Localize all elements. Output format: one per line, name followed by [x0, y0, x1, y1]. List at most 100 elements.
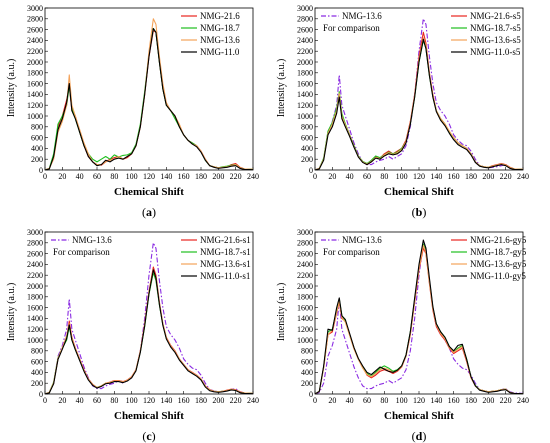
- series-group: [45, 18, 253, 170]
- y-tick-label: 2600: [27, 25, 43, 34]
- y-tick-label: 400: [301, 368, 313, 377]
- legend-entry-comparison: NMG-13.6: [72, 235, 112, 245]
- y-tick-label: 800: [301, 347, 313, 356]
- legend-entry: NMG-21.6-gy5: [470, 235, 527, 245]
- y-tick-label: 1000: [297, 112, 313, 121]
- legend-entry: NMG-21.6: [200, 11, 240, 21]
- x-tick-label: 80: [380, 172, 388, 181]
- y-tick-label: 600: [301, 133, 313, 142]
- panel-label-a: (a): [142, 205, 156, 219]
- x-tick-label: 60: [363, 396, 371, 405]
- panel-label-b: (b): [412, 205, 427, 219]
- ylabel-d: Intensity (a.u.): [276, 283, 287, 342]
- x-tick-label: 20: [328, 172, 336, 181]
- y-tick-label: 800: [301, 123, 313, 132]
- x-tick-label: 60: [93, 172, 101, 181]
- y-tick-label: 2800: [297, 239, 313, 248]
- y-tick-label: 1800: [297, 293, 313, 302]
- panel-b: 0 20 40 60 80 100 120 140 160 180 200 220 2400200400…: [276, 4, 529, 219]
- y-tick-label: 3000: [297, 228, 313, 237]
- ylabel-b: Intensity (a.u.): [276, 59, 287, 118]
- x-tick-label: 0: [313, 396, 317, 405]
- xlabel-c: Chemical Shift: [114, 410, 184, 422]
- panel-label-d: (d): [412, 429, 427, 443]
- x-tick-label: 240: [247, 172, 259, 181]
- comparison-note: For comparison: [323, 23, 380, 33]
- y-tick-label: 2400: [27, 36, 43, 45]
- y-tick-label: 400: [301, 144, 313, 153]
- x-tick-label: 40: [346, 172, 354, 181]
- x-tick-label: 240: [517, 172, 529, 181]
- x-tick-label: 0: [43, 172, 47, 181]
- x-tick-label: 200: [482, 172, 494, 181]
- ylabel-c: Intensity (a.u.): [6, 283, 17, 342]
- y-tick-label: 200: [301, 379, 313, 388]
- y-tick-label: 1400: [297, 90, 313, 99]
- y-tick-label: 2800: [297, 15, 313, 24]
- legend-entry: NMG-21.6-s1: [200, 235, 251, 245]
- y-tick-label: 2400: [297, 36, 313, 45]
- x-tick-label: 60: [363, 172, 371, 181]
- x-tick-label: 60: [93, 396, 101, 405]
- x-tick-label: 160: [448, 396, 460, 405]
- y-tick-label: 0: [39, 390, 43, 399]
- x-tick-label: 100: [396, 396, 408, 405]
- legend-entry: NMG-18.7-s1: [200, 247, 251, 257]
- plot-a: 0 20 40 60 80 100 120 140 160 180 200 220 2400200400…: [27, 4, 259, 181]
- y-tick-label: 200: [31, 155, 43, 164]
- legend-entry: NMG-11.0-s1: [200, 271, 250, 281]
- legend-entry: NMG-11.0-gy5: [470, 271, 526, 281]
- y-tick-label: 1000: [27, 336, 43, 345]
- y-tick-label: 1800: [27, 293, 43, 302]
- y-tick-label: 2600: [297, 25, 313, 34]
- series-line-nmg-11-0-s1: [45, 269, 253, 394]
- series-line-nmg-11-0: [45, 27, 253, 170]
- xlabel-d: Chemical Shift: [384, 410, 454, 422]
- plot-d: 0 20 40 60 80 100 120 140 160 180 200 220 2400200400…: [297, 228, 529, 405]
- series-group: [45, 242, 253, 394]
- y-tick-label: 200: [301, 155, 313, 164]
- x-tick-label: 200: [212, 396, 224, 405]
- y-tick-label: 800: [31, 123, 43, 132]
- y-tick-label: 1200: [27, 325, 43, 334]
- y-tick-label: 1400: [27, 90, 43, 99]
- y-tick-label: 1600: [297, 303, 313, 312]
- y-tick-label: 3000: [297, 4, 313, 13]
- x-tick-label: 180: [465, 172, 477, 181]
- x-tick-label: 240: [517, 396, 529, 405]
- y-tick-label: 600: [31, 357, 43, 366]
- plot-b: 0 20 40 60 80 100 120 140 160 180 200 220 2400200400…: [297, 4, 529, 181]
- x-tick-label: 180: [195, 172, 207, 181]
- legend-entry: NMG-11.0: [200, 47, 240, 57]
- legend-entry: NMG-13.6: [200, 35, 240, 45]
- x-tick-label: 220: [230, 172, 242, 181]
- y-tick-label: 1200: [297, 325, 313, 334]
- x-tick-label: 220: [500, 396, 512, 405]
- y-tick-label: 2400: [27, 260, 43, 269]
- y-tick-label: 2600: [27, 249, 43, 258]
- y-tick-label: 200: [31, 379, 43, 388]
- panel-label-c: (c): [142, 429, 155, 443]
- legend-entry: NMG-11.0-s5: [470, 47, 521, 57]
- x-tick-label: 120: [143, 396, 155, 405]
- x-tick-label: 80: [110, 172, 118, 181]
- x-tick-label: 160: [178, 396, 190, 405]
- series-line-nmg-11-0-gy5: [315, 239, 523, 394]
- y-tick-label: 2600: [297, 249, 313, 258]
- y-tick-label: 1400: [297, 314, 313, 323]
- series-line-nmg-21-6-s1: [45, 266, 253, 394]
- legend-entry-comparison: NMG-13.6: [342, 11, 382, 21]
- y-tick-label: 0: [309, 390, 313, 399]
- y-tick-label: 400: [31, 144, 43, 153]
- ylabel-a: Intensity (a.u.): [6, 59, 17, 118]
- y-tick-label: 2200: [297, 271, 313, 280]
- x-tick-label: 140: [160, 396, 172, 405]
- y-tick-label: 2200: [27, 47, 43, 56]
- x-tick-label: 20: [328, 396, 336, 405]
- x-tick-label: 40: [76, 172, 84, 181]
- x-tick-label: 160: [178, 172, 190, 181]
- y-tick-label: 2200: [297, 47, 313, 56]
- comparison-note: For comparison: [53, 247, 110, 257]
- y-tick-label: 1000: [27, 112, 43, 121]
- y-tick-label: 0: [39, 166, 43, 175]
